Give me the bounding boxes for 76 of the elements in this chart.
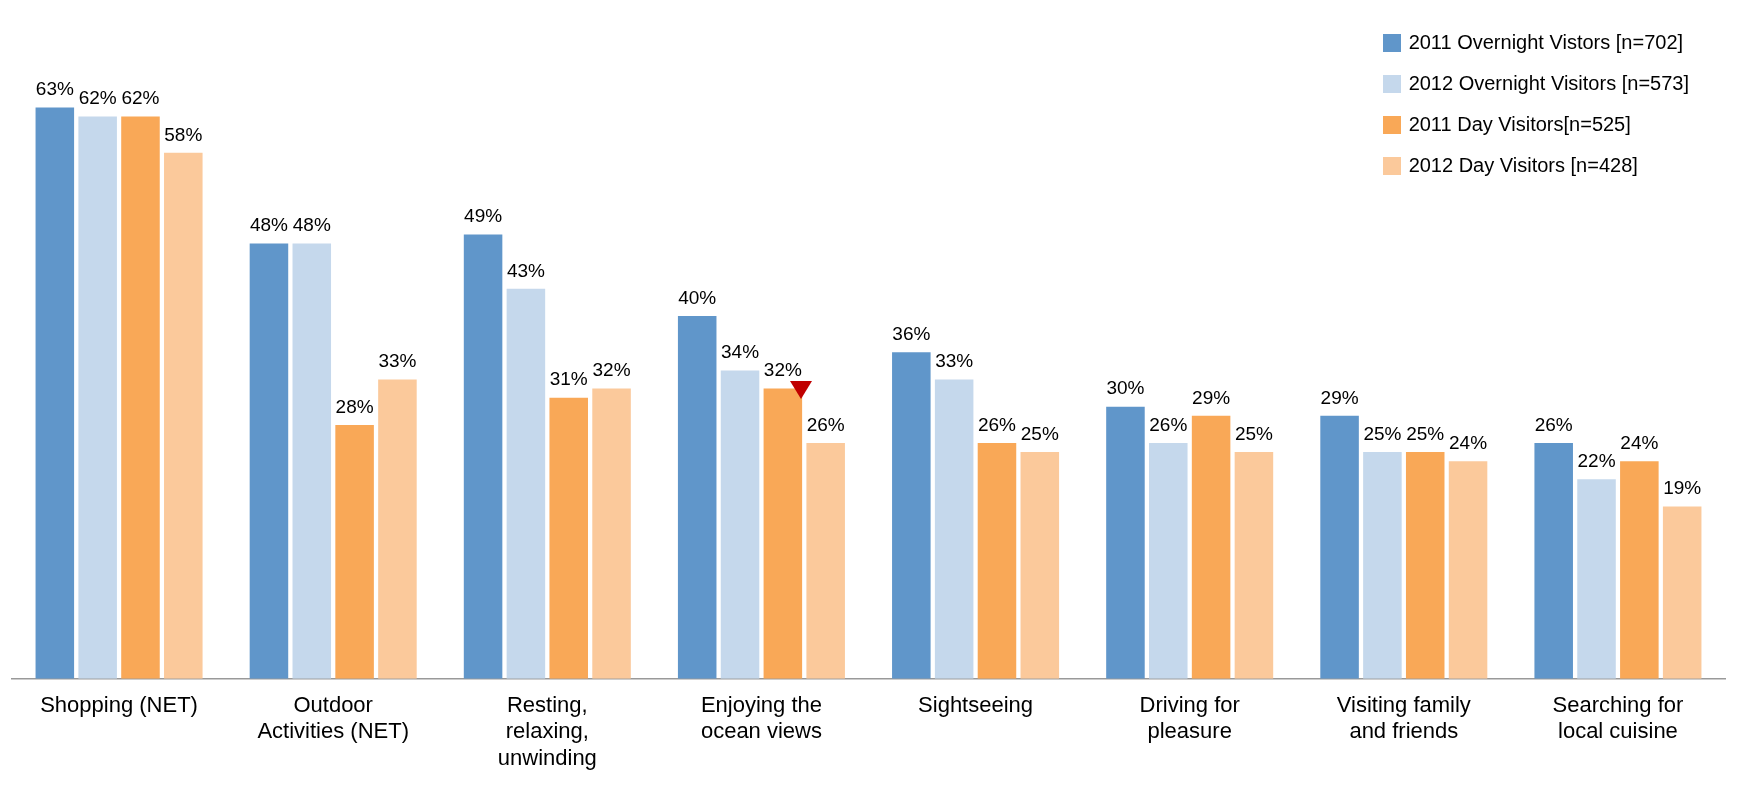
bar [1405, 452, 1445, 679]
bar [1448, 461, 1488, 679]
x-tick-label: Outdoor Activities (NET) [257, 692, 409, 744]
data-label: 36% [892, 323, 931, 345]
bar [121, 116, 160, 679]
bar [1234, 452, 1274, 679]
bar [720, 370, 760, 679]
bar [592, 388, 631, 679]
data-label: 25% [1406, 422, 1445, 444]
data-label: 32% [763, 359, 802, 381]
bar [1149, 443, 1188, 679]
x-tick-label: Resting, relaxing, unwinding [497, 692, 597, 770]
bar [164, 152, 203, 679]
x-tick-label: Enjoying the ocean views [700, 692, 822, 744]
bar [763, 388, 803, 679]
bar [1191, 415, 1231, 679]
bar [335, 424, 374, 679]
bar [1020, 452, 1060, 679]
x-tick-label: Searching for local cuisine [1552, 692, 1684, 744]
bar [1363, 452, 1402, 679]
data-label: 26% [1534, 413, 1573, 435]
data-label: 26% [806, 413, 845, 435]
data-label: 34% [721, 341, 760, 363]
data-label: 40% [678, 286, 717, 308]
data-label: 25% [1234, 422, 1274, 444]
bar [463, 234, 503, 679]
data-label: 28% [335, 395, 374, 417]
data-label: 48% [292, 214, 331, 236]
bar [1620, 461, 1659, 679]
bar [1320, 415, 1359, 679]
data-label: 58% [164, 123, 203, 145]
data-label: 29% [1320, 386, 1359, 408]
data-label: 33% [935, 350, 974, 372]
x-tick-label: Driving for pleasure [1139, 692, 1240, 744]
data-label: 24% [1449, 431, 1488, 453]
data-label: 19% [1663, 477, 1702, 499]
data-label: 29% [1192, 386, 1231, 408]
data-label: 25% [1363, 422, 1402, 444]
bar [892, 352, 931, 679]
bar [677, 316, 717, 679]
legend-label: 2011 Day Visitors[n=525] [1408, 113, 1631, 136]
data-label: 63% [35, 78, 74, 100]
data-label: 31% [549, 368, 588, 390]
bar [1662, 506, 1702, 679]
bar [1106, 406, 1145, 679]
data-label: 30% [1106, 377, 1145, 399]
x-tick-label: Visiting family and friends [1336, 692, 1471, 744]
data-label: 26% [977, 413, 1017, 435]
data-label: 32% [592, 359, 631, 381]
bar [78, 116, 117, 679]
data-label: 43% [506, 259, 546, 281]
bar [934, 379, 974, 679]
legend-label: 2012 Day Visitors [n=428] [1408, 154, 1638, 177]
bar [806, 443, 845, 679]
bar [1534, 443, 1573, 679]
data-label: 33% [378, 350, 417, 372]
bar [292, 243, 332, 679]
bar [506, 288, 546, 679]
data-label: 26% [1149, 413, 1188, 435]
data-label: 48% [249, 214, 289, 236]
bar [977, 443, 1017, 679]
x-tick-label: Shopping (NET) [40, 692, 198, 718]
data-label: 62% [121, 87, 160, 109]
data-label: 62% [78, 87, 117, 109]
data-label: 22% [1577, 450, 1616, 472]
data-label: 25% [1020, 422, 1059, 444]
bar [35, 107, 75, 679]
data-label: 24% [1620, 431, 1659, 453]
x-tick-label: Sightseeing [918, 692, 1034, 718]
legend-label: 2012 Overnight Visitors [n=573] [1408, 72, 1689, 95]
bar [249, 243, 289, 679]
bar [549, 397, 588, 679]
data-label: 49% [464, 205, 503, 227]
bar [378, 379, 417, 679]
legend-label: 2011 Overnight Vistors [n=702] [1408, 31, 1684, 54]
bar [1577, 479, 1616, 679]
